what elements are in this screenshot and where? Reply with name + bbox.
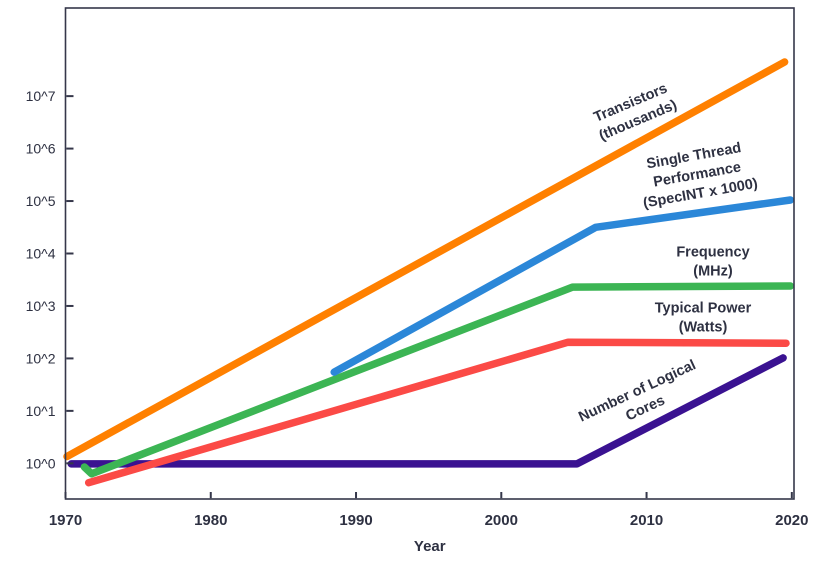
y-tick-label: 10^0 (26, 455, 56, 471)
series-label-text: Typical Power (Watts) (655, 301, 752, 336)
y-tick-label: 10^7 (26, 88, 56, 104)
series-label-text: Transistors(thousands) (589, 80, 679, 145)
plot-border (64, 7, 795, 500)
y-tick-label: 10^6 (26, 141, 56, 157)
x-tick-label: 1990 (339, 512, 372, 529)
x-tick-label: 2020 (775, 512, 808, 529)
series-label-single-thread-performance-specint-x-1000: Single ThreadPerformance(SpecINT x 1000) (635, 138, 759, 212)
y-tick-label: 10^4 (26, 246, 56, 262)
series-line-typical-power-watts (84, 338, 790, 487)
series-label-typical-power-watts: Typical Power (Watts) (655, 301, 752, 336)
x-tick-label: 2000 (485, 512, 518, 529)
series-line-transistors-thousands (63, 58, 789, 461)
series-line-number-of-logical-cores (67, 354, 787, 468)
x-tick-label: 2010 (630, 512, 663, 529)
axes-layer (64, 7, 795, 500)
y-tick-label: 10^3 (26, 298, 56, 314)
x-tick-label: 1970 (49, 512, 82, 529)
labels-layer: 10^0 10^1 10^2 10^3 10^4 10^5 10^6 10^7 1970 1980… (26, 80, 809, 555)
x-tick-label: 1980 (194, 512, 227, 529)
y-tick-label: 10^2 (26, 350, 56, 366)
series-label-frequency-mhz: Frequency (MHz) (676, 245, 749, 280)
series-label-text: Single ThreadPerformance(SpecINT x 1000) (635, 138, 759, 211)
y-tick-label: 10^5 (26, 193, 56, 209)
series-label-transistors-thousands: Transistors(thousands) (589, 80, 680, 145)
series-line-frequency-mhz (80, 282, 795, 478)
y-tick-label: 10^1 (26, 403, 56, 419)
series-line-single-thread-performance-specint-x-1000 (330, 196, 795, 376)
series-layer (63, 58, 795, 487)
axis-title-x: Year (414, 538, 446, 555)
series-label-text: Frequency (MHz) (676, 245, 749, 280)
